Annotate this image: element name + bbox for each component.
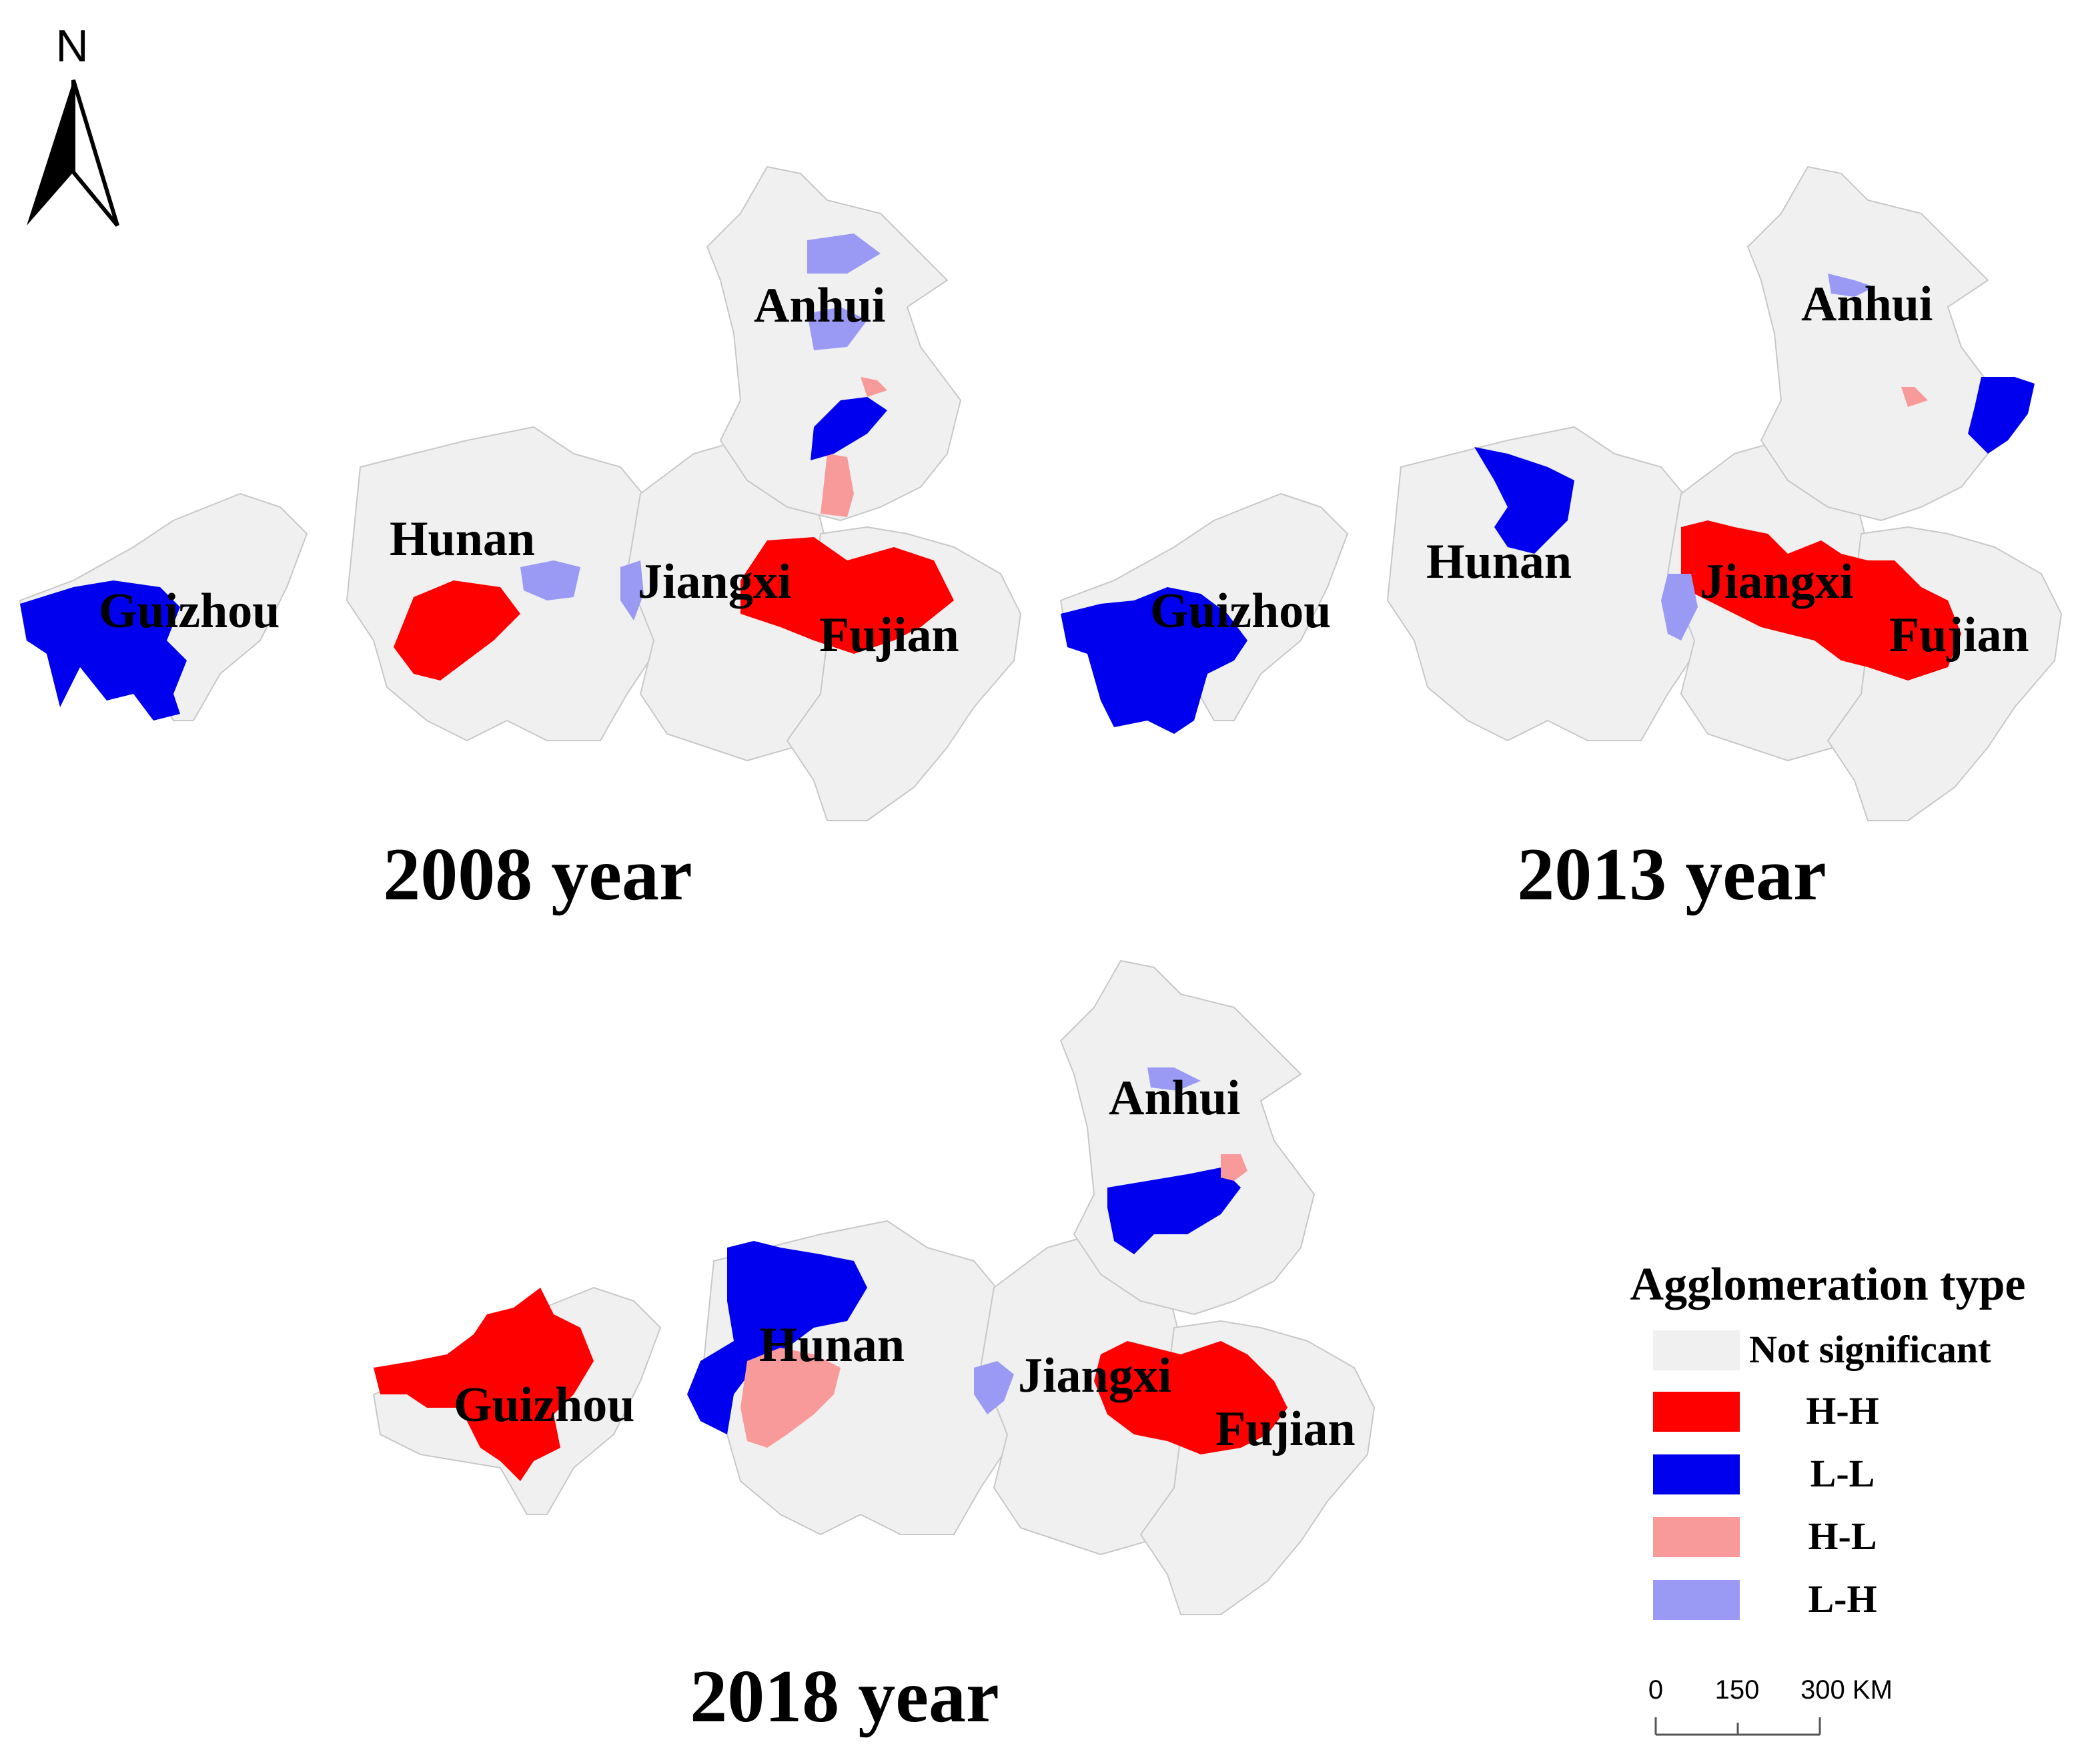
cluster-jiangxi-lh-2013 [1661, 574, 1698, 640]
cluster-hunan-hh-2008 [394, 580, 520, 681]
cluster-guizhou-2008 [20, 580, 187, 721]
label-anhui-2013: Anhui [1801, 277, 1933, 332]
map-2018: Anhui Hunan Guizhou Jiangxi Fujian 2018 … [373, 960, 1375, 1738]
cluster-anhui-ll-2008 [811, 397, 887, 460]
north-arrow-letter: N [55, 21, 88, 71]
cluster-anhui-lh-a-2008 [807, 234, 881, 274]
cluster-anhui-lh-2013 [1828, 274, 1875, 297]
north-arrow-left-half [27, 80, 73, 226]
label-fujian-2013: Fujian [1889, 608, 2029, 663]
region-anhui-2013 [1747, 166, 2002, 521]
cluster-anhui-ll-2013 [1968, 377, 2035, 454]
label-jiangxi-2013: Jiangxi [1700, 554, 1853, 609]
province-base [373, 960, 1375, 1615]
cluster-anhui-lh-b-2008 [807, 307, 867, 350]
label-hunan-2018: Hunan [759, 1318, 905, 1372]
cluster-anhui-ll-2018 [1107, 1168, 1241, 1254]
scale-tick-300: 300 KM [1800, 1675, 1893, 1705]
cluster-jiangxi-hh-2013 [1681, 520, 1961, 681]
map-2008: Anhui Hunan Guizhou Jiangxi Fujian 2008 … [19, 166, 1021, 916]
province-labels: Anhui Hunan Guizhou Jiangxi Fujian [1150, 277, 2029, 663]
legend-label-ll: L-L [1810, 1452, 1875, 1495]
legend: Agglomeration type Not significant H-H L… [1630, 1259, 2026, 1621]
label-anhui-2018: Anhui [1109, 1071, 1240, 1126]
cluster-guizhou-2018 [374, 1288, 594, 1481]
label-fujian-2018: Fujian [1215, 1402, 1356, 1456]
cluster-patches [374, 1067, 1287, 1481]
legend-swatch-hl [1653, 1517, 1740, 1557]
year-label-2008: 2008 year [383, 833, 692, 916]
label-guizhou-2013: Guizhou [1150, 584, 1331, 638]
legend-label-lh: L-H [1808, 1577, 1877, 1621]
scale-tick-150: 150 [1715, 1675, 1760, 1705]
cluster-patches [20, 234, 954, 721]
cluster-hunan-lh-2008 [520, 560, 580, 600]
label-hunan-2008: Hunan [390, 512, 535, 566]
legend-title: Agglomeration type [1630, 1259, 2026, 1310]
label-jiangxi-2018: Jiangxi [1018, 1348, 1171, 1403]
cluster-hunan-ll-2018 [687, 1241, 867, 1434]
province-labels: Anhui Hunan Guizhou Jiangxi Fujian [99, 278, 959, 663]
cluster-anhui-hl-2013 [1901, 387, 1928, 407]
year-label-2018: 2018 year [690, 1655, 999, 1738]
scale-tick-0: 0 [1648, 1675, 1663, 1705]
cluster-hunan-hl-2018 [740, 1348, 841, 1448]
north-arrow-right-half [71, 79, 119, 227]
legend-label-not-significant: Not significant [1749, 1328, 1991, 1371]
legend-label-hl: H-L [1808, 1514, 1877, 1558]
cluster-anhui-lh-2018 [1147, 1067, 1201, 1091]
label-jiangxi-2008: Jiangxi [638, 554, 791, 609]
north-arrow: N [27, 21, 119, 227]
year-label-2013: 2013 year [1517, 833, 1826, 916]
legend-swatch-lh [1653, 1580, 1740, 1620]
label-hunan-2013: Hunan [1426, 534, 1572, 589]
province-labels: Anhui Hunan Guizhou Jiangxi Fujian [454, 1071, 1356, 1456]
label-anhui-2008: Anhui [754, 278, 885, 333]
region-hunan-2013 [1387, 426, 1708, 741]
legend-swatch-not-significant [1653, 1330, 1740, 1370]
cluster-jiangxi-lh-2008 [620, 560, 644, 620]
map-2013: Anhui Hunan Guizhou Jiangxi Fujian 2013 … [1060, 166, 2062, 916]
cluster-jiangxi-lh-2018 [974, 1361, 1014, 1414]
province-base [19, 166, 1021, 821]
label-guizhou-2008: Guizhou [99, 584, 280, 638]
label-fujian-2008: Fujian [819, 608, 959, 663]
legend-label-hh: H-H [1806, 1389, 1879, 1432]
region-anhui-2018 [1060, 960, 1315, 1315]
region-hunan-2008 [346, 426, 668, 741]
cluster-fujian-hh-2008 [740, 537, 954, 654]
legend-swatch-hh [1653, 1392, 1740, 1432]
cluster-jiangxi-hl-2008 [821, 454, 854, 517]
label-guizhou-2018: Guizhou [454, 1378, 634, 1432]
cluster-anhui-hl-2008 [861, 377, 887, 397]
cluster-guizhou-2013 [1061, 587, 1247, 734]
cluster-patches [1061, 274, 2035, 734]
scale-bar: 0 150 300 KM [1648, 1675, 1893, 1736]
legend-swatch-ll [1653, 1454, 1740, 1494]
cluster-anhui-hl-2018 [1221, 1154, 1247, 1181]
cluster-hunan-ll-2013 [1474, 447, 1574, 554]
cluster-fujian-hh-2018 [1094, 1341, 1287, 1454]
